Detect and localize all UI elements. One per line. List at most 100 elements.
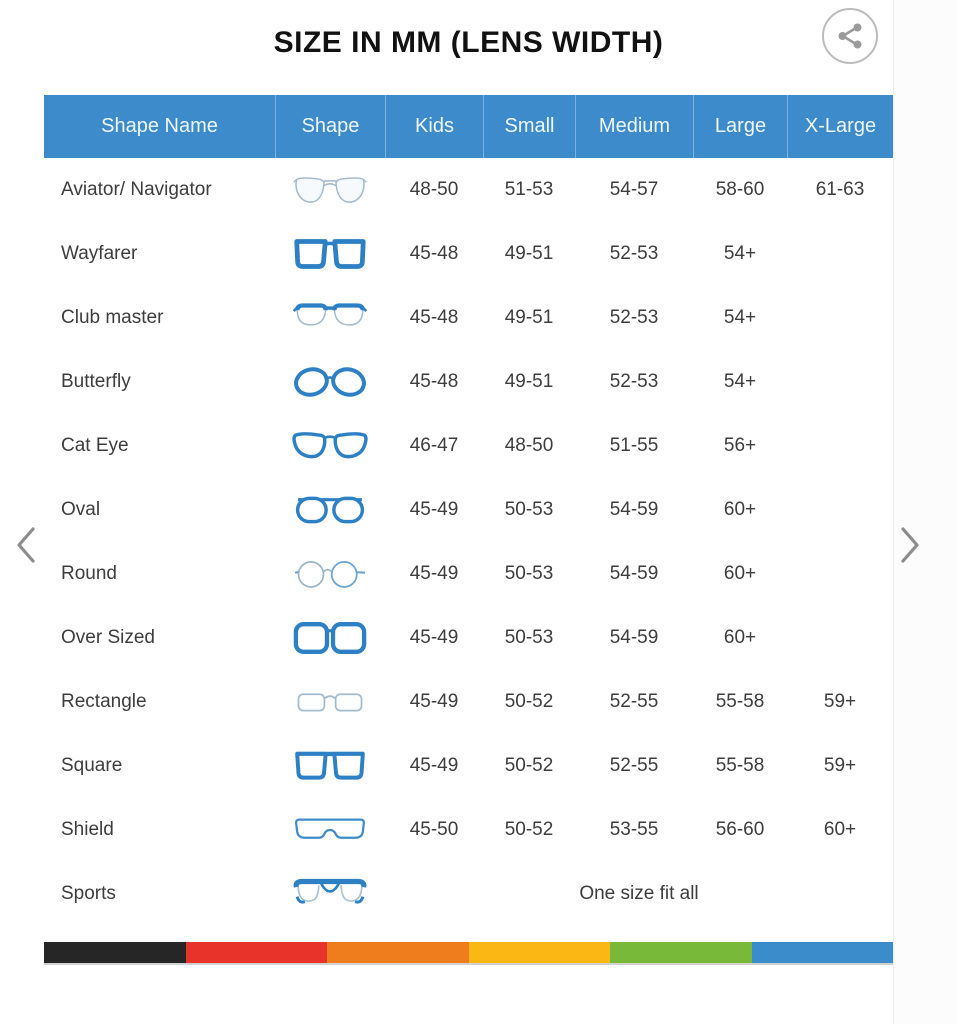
shape-name: Sports	[61, 883, 116, 904]
rectangle-glasses-icon	[275, 682, 385, 722]
size-value: 46-47	[409, 435, 459, 456]
size-value: 52-53	[609, 371, 659, 392]
carousel-next-button[interactable]	[896, 524, 924, 566]
sports-glasses-icon	[275, 874, 385, 914]
size-value: 51-53	[504, 179, 554, 200]
column-header-large: Large	[693, 95, 787, 158]
size-value: 54-59	[609, 563, 659, 584]
shape-name: Aviator/ Navigator	[61, 179, 212, 200]
size-value: 54+	[723, 243, 757, 264]
shape-name: Club master	[61, 307, 164, 328]
column-header-shape: Shape	[275, 95, 385, 158]
size-value: 52-55	[609, 691, 659, 712]
size-value: 48-50	[504, 435, 554, 456]
size-value: 56-60	[715, 819, 765, 840]
table-row: Butterfly 45-48 49-51 52-53 54+	[44, 350, 893, 414]
stripe-segment	[610, 942, 752, 963]
size-value: 60+	[823, 819, 857, 840]
size-value: 49-51	[504, 371, 554, 392]
stripe-segment	[185, 942, 327, 963]
page-title: SIZE IN MM (LENS WIDTH)	[273, 26, 664, 59]
shape-name: Over Sized	[61, 627, 155, 648]
size-value: 53-55	[609, 819, 659, 840]
size-value: 45-48	[409, 371, 459, 392]
size-value: 50-52	[504, 691, 554, 712]
size-value: 58-60	[715, 179, 765, 200]
column-header-shape-name: Shape Name	[101, 115, 218, 137]
size-value: 55-58	[715, 755, 765, 776]
size-value: 49-51	[504, 307, 554, 328]
column-header-x-large: X-Large	[787, 95, 893, 158]
size-value: 54-59	[609, 499, 659, 520]
table-row: Shield 45-50 50-52 53-55 56-60 60+	[44, 798, 893, 862]
size-value: 45-49	[409, 755, 459, 776]
table-row: Sports One size fit all	[44, 862, 893, 926]
stripe-segment	[751, 942, 893, 963]
chevron-left-icon	[14, 526, 38, 564]
size-value: 45-49	[409, 563, 459, 584]
carousel-next-page-strip	[893, 0, 957, 1024]
table-row: Wayfarer 45-48 49-51 52-53 54+	[44, 222, 893, 286]
share-button[interactable]	[822, 8, 878, 64]
clubmaster-glasses-icon	[275, 298, 385, 338]
size-value: 50-53	[504, 563, 554, 584]
round-glasses-icon	[275, 554, 385, 594]
size-value: 59+	[823, 755, 857, 776]
wayfarer-glasses-icon	[275, 234, 385, 274]
table-row: Aviator/ Navigator 48-50 51-53 54-57 58-60 6…	[44, 158, 893, 222]
footer-stripe	[44, 942, 893, 963]
shape-name: Shield	[61, 819, 114, 840]
shield-glasses-icon	[275, 810, 385, 850]
shape-name: Oval	[61, 499, 101, 520]
table-row: Cat Eye 46-47 48-50 51-55 56+	[44, 414, 893, 478]
size-value: 54-59	[609, 627, 659, 648]
size-value: 60+	[723, 627, 757, 648]
size-value: 45-49	[409, 627, 459, 648]
cateye-glasses-icon	[275, 426, 385, 466]
oval-glasses-icon	[275, 490, 385, 530]
table-row: Rectangle 45-49 50-52 52-55 55-58 59+	[44, 670, 893, 734]
shape-name: Cat Eye	[61, 435, 129, 456]
size-value: 49-51	[504, 243, 554, 264]
stripe-segment	[468, 942, 610, 963]
size-value: 60+	[723, 563, 757, 584]
size-chart-table: Shape Name Shape Kids Small Medium Large X-Lar…	[44, 95, 893, 926]
size-value: 61-63	[815, 179, 865, 200]
butterfly-glasses-icon	[275, 362, 385, 402]
size-value: 56+	[723, 435, 757, 456]
size-value: 50-53	[504, 499, 554, 520]
size-value: 51-55	[609, 435, 659, 456]
shape-name: Butterfly	[61, 371, 131, 392]
shape-name: Round	[61, 563, 117, 584]
table-header-row: Shape Name Shape Kids Small Medium Large X-Lar…	[44, 95, 893, 158]
size-value: 45-50	[409, 819, 459, 840]
carousel-prev-button[interactable]	[12, 524, 40, 566]
size-value: 52-53	[609, 243, 659, 264]
table-row: Over Sized 45-49 50-53 54-59 60+	[44, 606, 893, 670]
shape-name: Square	[61, 755, 123, 776]
size-value: 45-48	[409, 243, 459, 264]
shape-name: Rectangle	[61, 691, 147, 712]
size-value: 45-48	[409, 307, 459, 328]
column-header-kids: Kids	[385, 95, 483, 158]
table-row: Club master 45-48 49-51 52-53 54+	[44, 286, 893, 350]
column-header-medium: Medium	[575, 95, 693, 158]
size-value: 54+	[723, 371, 757, 392]
size-value: 54-57	[609, 179, 659, 200]
size-value: 60+	[723, 499, 757, 520]
size-value: 50-52	[504, 819, 554, 840]
aviator-glasses-icon	[275, 170, 385, 210]
column-header-small: Small	[483, 95, 575, 158]
stripe-segment	[44, 942, 186, 963]
one-size-label: One size fit all	[579, 883, 699, 904]
share-icon	[835, 21, 865, 51]
size-value: 45-49	[409, 499, 459, 520]
table-row: Oval 45-49 50-53 54-59 60+	[44, 478, 893, 542]
table-body: Aviator/ Navigator 48-50 51-53 54-57 58-60 6…	[44, 158, 893, 926]
size-value: 59+	[823, 691, 857, 712]
stripe-segment	[327, 942, 469, 963]
chevron-right-icon	[898, 526, 922, 564]
size-value: 55-58	[715, 691, 765, 712]
table-row: Round 45-49 50-53 54-59 60+	[44, 542, 893, 606]
size-value: 52-53	[609, 307, 659, 328]
